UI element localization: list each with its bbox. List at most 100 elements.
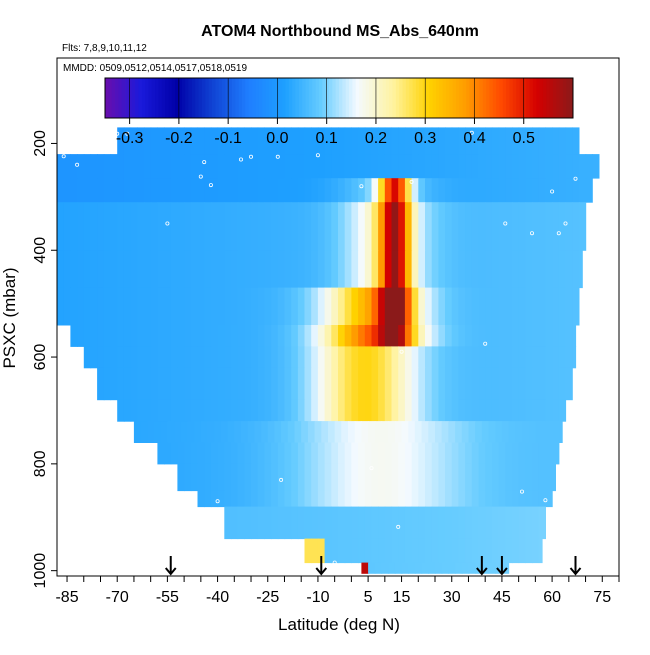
colorbar-segment — [469, 78, 474, 118]
heatmap-cell — [358, 442, 366, 465]
heatmap-cell — [585, 154, 593, 179]
heatmap-cell — [157, 127, 165, 155]
heatmap-cell — [150, 154, 158, 179]
colorbar-segment — [171, 78, 176, 118]
heatmap-cell — [257, 154, 265, 179]
heatmap-cell — [123, 250, 132, 289]
heatmap-cell — [471, 325, 480, 347]
heatmap-cell — [338, 346, 346, 369]
heatmap-cell — [324, 202, 332, 251]
heatmap-cell — [578, 202, 587, 251]
heatmap-cell — [418, 287, 426, 326]
heatmap-cell — [297, 463, 306, 492]
heatmap-cell — [257, 127, 265, 155]
colorbar-segment — [228, 78, 233, 118]
colorbar-segment — [462, 78, 467, 118]
heatmap-cell — [458, 346, 466, 369]
heatmap-cell — [217, 250, 225, 289]
colorbar-tick-label: 0.4 — [463, 130, 485, 147]
colorbar-segment — [295, 78, 300, 118]
heatmap-cell — [431, 490, 439, 508]
heatmap-cell — [277, 154, 286, 179]
heatmap-cell — [123, 367, 132, 401]
colorbar-segment — [285, 78, 290, 118]
heatmap-cell — [331, 127, 339, 155]
heatmap-cell — [251, 127, 259, 155]
heatmap-cell — [224, 178, 232, 203]
heatmap-cell — [257, 287, 265, 326]
heatmap-cell — [324, 250, 332, 289]
heatmap-cell — [210, 154, 219, 179]
heatmap-cell — [401, 562, 409, 574]
heatmap-cell — [304, 127, 312, 155]
heatmap-cell — [378, 250, 386, 289]
sample-marker — [543, 498, 548, 503]
heatmap-cell — [210, 178, 219, 203]
heatmap-cell — [378, 127, 386, 155]
heatmap-cell — [348, 421, 356, 443]
heatmap-cell — [425, 154, 433, 179]
heatmap-cell — [271, 287, 279, 326]
heatmap-cell — [465, 250, 473, 289]
heatmap-cell — [384, 367, 393, 401]
heatmap-cell — [297, 399, 306, 422]
heatmap-cell — [224, 325, 232, 347]
heatmap-cell — [344, 287, 352, 326]
heatmap-cell — [244, 154, 252, 179]
heatmap-cell — [311, 490, 319, 508]
colorbar-segment — [232, 78, 236, 118]
heatmap-cell — [404, 490, 413, 508]
heatmap-cell — [351, 250, 359, 289]
heatmap-cell — [257, 367, 265, 401]
heatmap-cell — [532, 325, 540, 347]
heatmap-cell — [431, 538, 439, 564]
heatmap-cell — [63, 178, 71, 203]
heatmap-cell — [431, 399, 439, 422]
heatmap-cell — [538, 325, 546, 347]
heatmap-cell — [231, 127, 239, 155]
colorbar-segment — [526, 78, 530, 118]
heatmap-cell — [478, 506, 486, 540]
heatmap-cell — [304, 287, 312, 326]
heatmap-cell — [398, 538, 406, 564]
heatmap-cell — [277, 506, 286, 540]
heatmap-cell — [538, 346, 546, 369]
heatmap-cell — [63, 250, 71, 289]
colorbar-segment — [522, 78, 527, 118]
x-tick-label: -10 — [306, 589, 329, 606]
heatmap-cell — [425, 442, 433, 465]
colorbar-segment — [242, 78, 246, 118]
y-tick-label: 1000 — [32, 553, 49, 589]
heatmap-cell — [518, 325, 526, 347]
sample-marker — [125, 131, 130, 136]
heatmap-cell — [210, 367, 219, 401]
heatmap-cell — [338, 154, 346, 179]
heatmap-cell — [451, 442, 459, 465]
heatmap-cell — [264, 442, 272, 465]
colorbar-segment — [308, 78, 313, 118]
heatmap-cell — [465, 287, 473, 326]
heatmap-cell — [461, 562, 470, 574]
heatmap-cell — [572, 202, 580, 251]
heatmap-cell — [311, 538, 319, 564]
heatmap-cell — [545, 463, 553, 492]
heatmap-cell — [231, 442, 239, 465]
heatmap-cell — [237, 442, 245, 465]
colorbar-segment — [502, 78, 507, 118]
heatmap-cell — [291, 154, 299, 179]
colorbar-segment — [302, 78, 306, 118]
heatmap-cell — [384, 346, 393, 369]
heatmap-cell — [398, 346, 406, 369]
heatmap-cell — [451, 490, 459, 508]
colorbar-segment — [349, 78, 353, 118]
heatmap-cell — [157, 442, 165, 465]
heatmap-cell — [478, 250, 486, 289]
heatmap-cell — [190, 463, 199, 492]
colorbar-segment — [222, 78, 226, 118]
heatmap-cell — [451, 287, 459, 326]
heatmap-cell — [170, 202, 178, 251]
heatmap-cell — [244, 202, 252, 251]
colorbar-tick-label: 0.1 — [316, 130, 338, 147]
heatmap-cell — [157, 178, 165, 203]
heatmap-cell — [351, 506, 359, 540]
